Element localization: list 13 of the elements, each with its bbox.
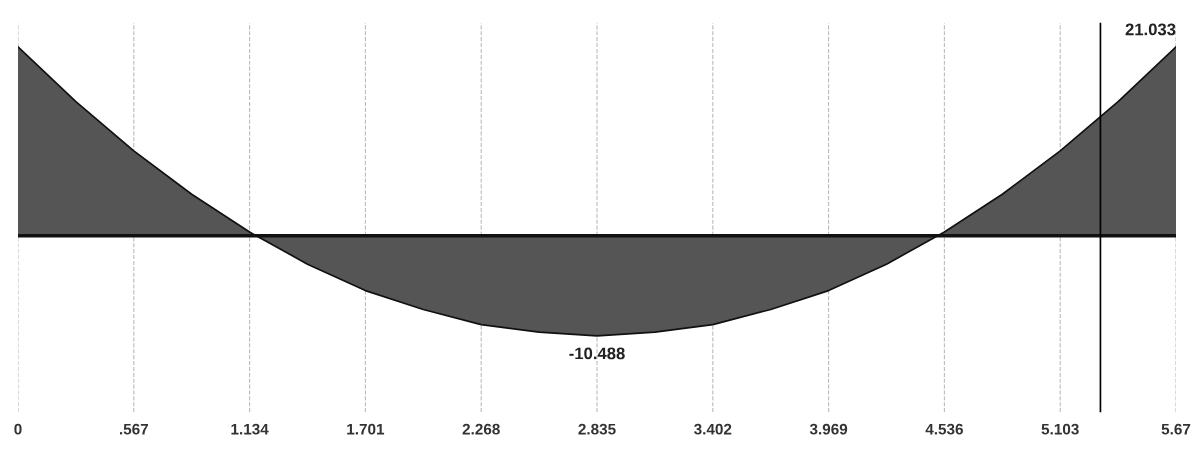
x-tick-label: 2.835: [578, 423, 616, 435]
x-tick-label: .567: [119, 423, 148, 435]
x-tick-label: 4.536: [925, 423, 963, 435]
annotation: -10.488: [569, 347, 625, 360]
x-tick-label: 5.103: [1041, 423, 1079, 435]
x-tick-label: 1.701: [347, 423, 385, 435]
x-tick-label: 2.268: [462, 423, 500, 435]
x-tick-label: 1.134: [231, 423, 269, 435]
x-tick-label: 0: [14, 423, 22, 435]
x-tick-label: 3.969: [809, 423, 848, 435]
x-tick-label: 5.67: [1161, 423, 1191, 435]
x-tick-label: 3.402: [694, 423, 732, 435]
annotation: 21.033: [1125, 23, 1176, 36]
